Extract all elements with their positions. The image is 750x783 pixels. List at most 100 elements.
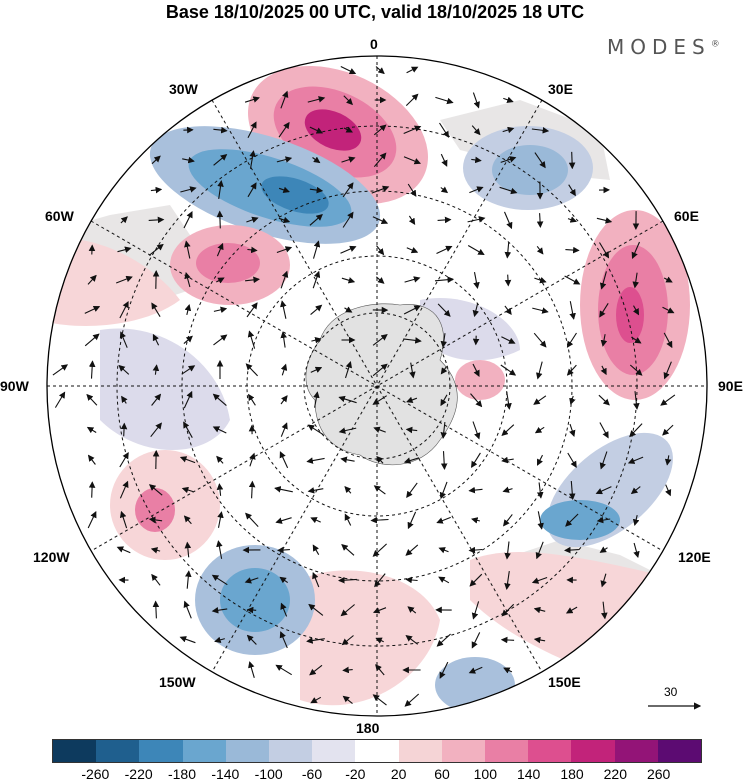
wind-arrow — [408, 215, 416, 226]
colorbar-label: -100 — [254, 766, 283, 782]
wind-arrow — [184, 271, 191, 288]
wind-arrow — [246, 216, 259, 223]
wind-arrow — [500, 364, 517, 376]
wind-arrow — [179, 636, 196, 644]
wind-arrow — [280, 422, 288, 437]
wind-arrow — [278, 186, 290, 194]
wind-arrow — [181, 365, 196, 375]
wind-arrow — [310, 696, 322, 704]
wind-arrow — [438, 576, 450, 584]
wind-arrow — [86, 393, 98, 406]
wind-arrow — [248, 480, 256, 499]
wind-arrow — [310, 304, 323, 316]
map-title: Base 18/10/2025 00 UTC, valid 18/10/2025… — [165, 2, 585, 22]
wind-arrow — [184, 304, 192, 316]
wind-arrow — [503, 667, 513, 674]
wind-arrow — [344, 513, 352, 526]
wind-arrow — [500, 156, 517, 163]
wind-arrow — [536, 482, 544, 499]
wind-arrow — [88, 481, 96, 498]
wind-arrow — [308, 603, 324, 616]
wind-arrow — [312, 571, 320, 588]
wind-arrow — [501, 336, 516, 344]
wind-arrow — [150, 547, 161, 554]
wind-arrow — [663, 276, 673, 283]
wind-arrow — [569, 301, 576, 320]
wind-arrow — [148, 516, 163, 524]
wind-arrow — [148, 243, 164, 256]
wind-arrow — [500, 636, 515, 644]
wind-arrow — [216, 540, 223, 559]
wind-arrow — [632, 514, 640, 526]
wind-arrow — [374, 573, 386, 588]
wind-arrow — [375, 664, 385, 676]
wind-arrow — [471, 125, 481, 136]
vector-scale-label: 30 — [664, 685, 678, 699]
wind-arrow — [663, 361, 672, 380]
wind-arrow — [375, 66, 385, 75]
wind-arrow — [372, 334, 388, 346]
wind-arrow — [405, 93, 419, 106]
wind-arrow — [54, 391, 66, 408]
wind-arrow — [569, 395, 576, 406]
wind-arrow — [183, 600, 192, 619]
wind-arrow — [472, 363, 480, 377]
wind-arrow — [309, 664, 323, 676]
wind-arrow — [312, 270, 321, 289]
wind-arrow — [627, 456, 644, 464]
wind-arrow — [152, 333, 160, 346]
wind-arrow — [119, 301, 129, 319]
wind-arrow — [440, 422, 448, 439]
label-0: 0 — [370, 36, 378, 52]
wind-arrow — [501, 603, 515, 617]
wind-arrow — [341, 277, 356, 284]
pos-anom-95e — [455, 360, 505, 400]
wind-arrow — [371, 185, 390, 194]
wind-arrow — [310, 366, 323, 373]
wind-arrow — [440, 394, 448, 407]
wind-arrow — [279, 576, 289, 584]
wind-arrow — [599, 546, 608, 553]
wind-arrow — [632, 272, 639, 289]
wind-arrow — [471, 452, 481, 469]
wind-arrow — [499, 186, 518, 195]
wind-arrow — [536, 361, 543, 380]
wind-arrow — [596, 217, 613, 224]
label-150e: 150E — [548, 674, 581, 690]
label-120w: 120W — [33, 549, 70, 565]
wind-arrow — [502, 126, 515, 134]
colorbar-segment — [398, 740, 442, 762]
wind-arrow — [372, 395, 387, 405]
wind-arrow — [436, 516, 451, 524]
wind-arrow — [338, 395, 357, 404]
wind-arrow — [247, 246, 258, 254]
wind-arrow — [216, 455, 224, 464]
wind-arrow — [372, 363, 388, 377]
wind-arrow — [216, 242, 224, 257]
wind-arrow — [407, 183, 417, 197]
wind-arrow — [537, 454, 543, 466]
wind-arrow — [244, 577, 259, 584]
colorbar-segment — [614, 740, 658, 762]
wind-arrow — [566, 332, 577, 348]
wind-arrow — [245, 512, 259, 527]
wind-arrow — [277, 546, 290, 554]
wind-arrow — [629, 423, 643, 438]
wind-arrow — [633, 391, 640, 410]
wind-arrow — [150, 422, 162, 438]
wind-arrow — [376, 245, 385, 256]
wind-arrow — [373, 426, 386, 433]
wind-arrow — [434, 276, 455, 283]
wind-arrow — [473, 271, 480, 289]
wind-arrow — [439, 481, 448, 500]
wind-arrow — [343, 95, 353, 106]
wind-arrow — [87, 511, 97, 529]
wind-arrow — [403, 337, 422, 344]
wind-arrow — [248, 661, 255, 678]
wind-arrow — [405, 426, 418, 434]
wind-arrow — [472, 92, 480, 109]
label-120e: 120E — [678, 549, 711, 565]
wind-arrow — [403, 156, 422, 165]
wind-arrow — [213, 306, 228, 314]
